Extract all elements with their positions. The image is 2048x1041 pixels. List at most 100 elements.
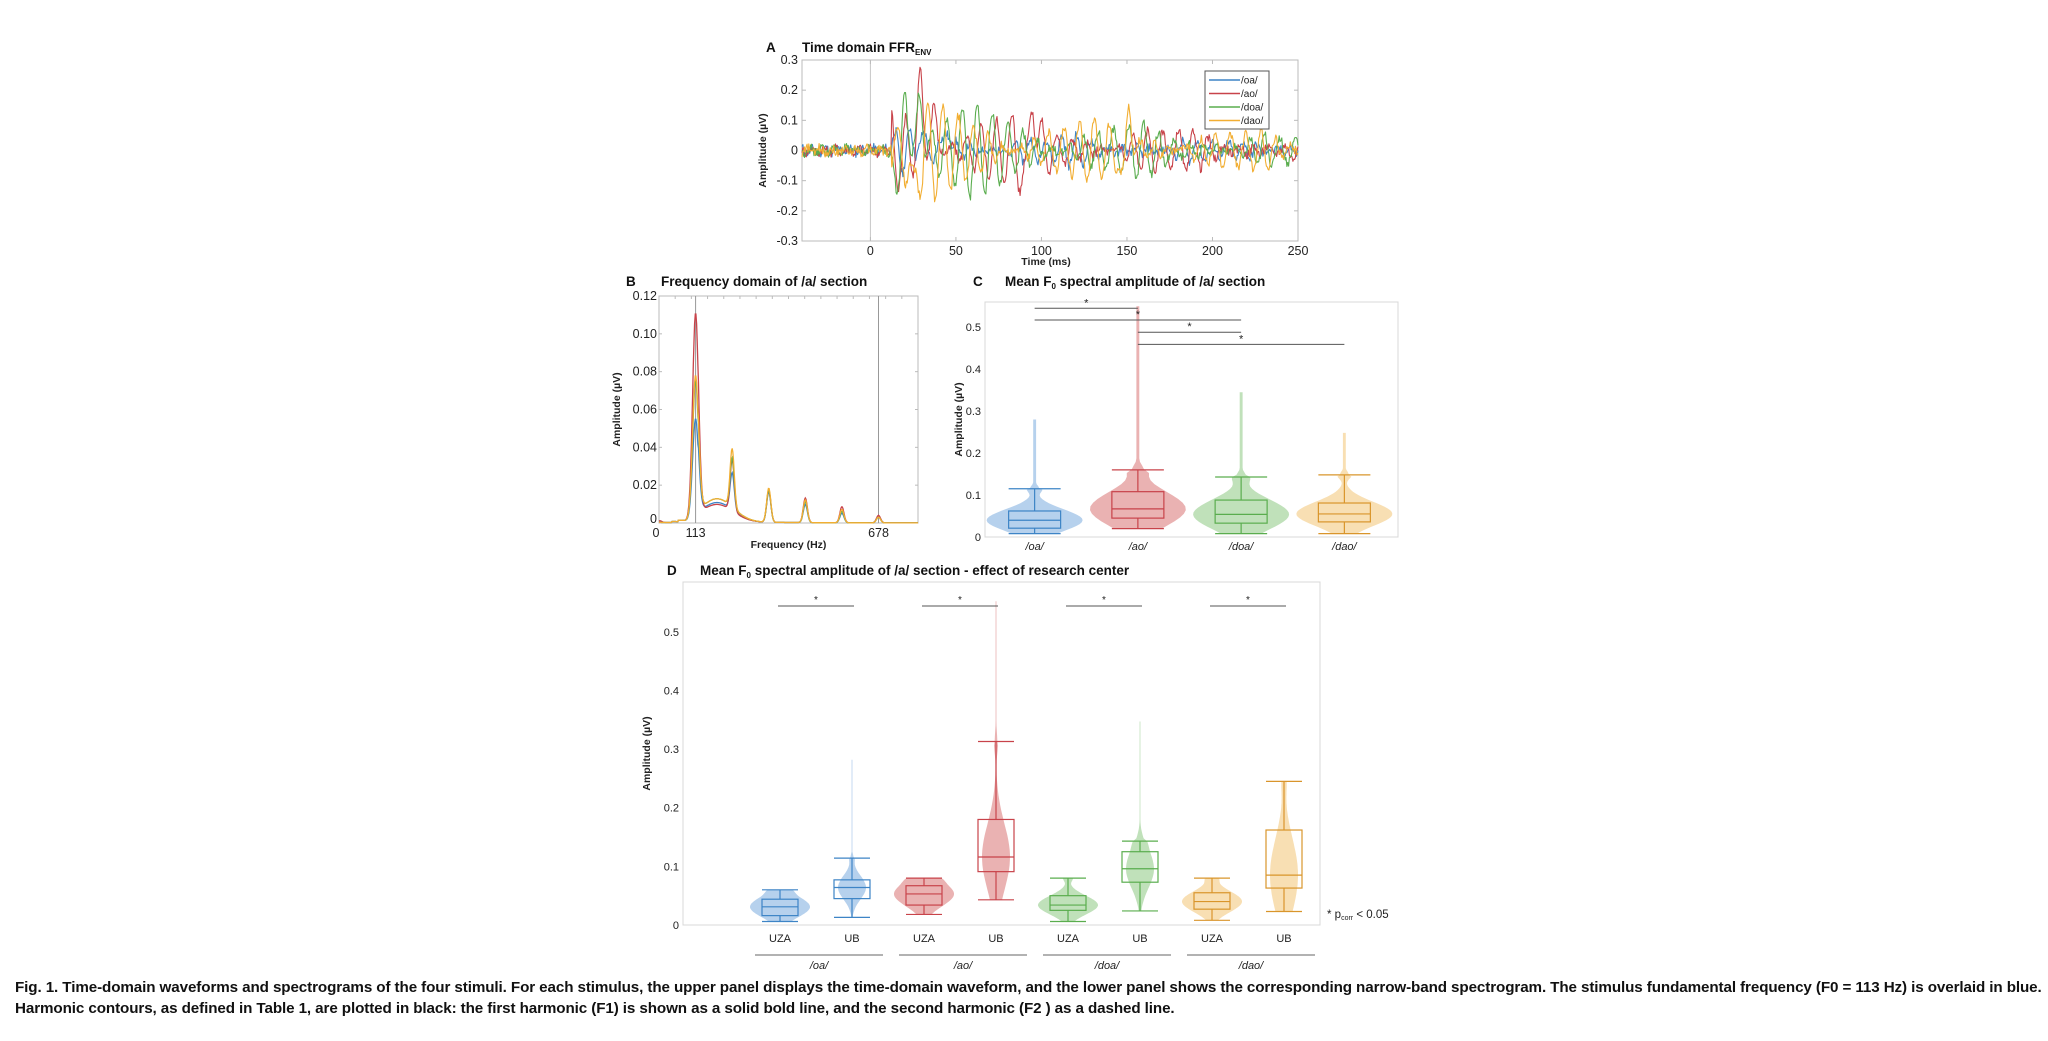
y-tick-label: 0	[791, 144, 798, 158]
box-iqr	[1049, 895, 1087, 911]
y-tick-label: 0.4	[966, 364, 981, 376]
y-tick-label: 0	[673, 920, 679, 932]
y-tick-label: 0.12	[633, 289, 657, 303]
legend-label: /dao/	[1241, 116, 1263, 127]
series-line-dao	[801, 102, 1299, 203]
y-tick-label: 0.1	[664, 861, 679, 873]
violin-shape	[1270, 781, 1298, 912]
x-center-label: UZA	[769, 933, 792, 945]
x-stimulus-label: /doa/	[1094, 960, 1120, 972]
violin-doa	[1193, 392, 1290, 535]
violin-ao	[1090, 306, 1186, 530]
x-tick-label: 0	[867, 244, 874, 258]
panel-a-title: Time domain FFRENV	[802, 40, 932, 57]
y-tick-label: 0.1	[966, 490, 981, 502]
x-category-label: /dao/	[1331, 541, 1357, 553]
violin-dao	[1296, 432, 1393, 535]
y-axis-label: Amplitude (µV)	[757, 113, 769, 187]
y-tick-label: 0.2	[664, 803, 679, 815]
y-tick-label: 0.4	[664, 685, 679, 697]
significance-star: *	[1084, 297, 1089, 309]
violin-dao-UB	[1265, 780, 1303, 913]
panel-letter-b: B	[626, 274, 636, 289]
x-tick-label: 50	[949, 244, 963, 258]
panel-d: D Mean F0 spectral amplitude of /a/ secti…	[641, 563, 1389, 972]
x-tick-label: 678	[868, 526, 889, 540]
box-iqr	[833, 879, 871, 900]
panel-letter-c: C	[973, 274, 983, 289]
panel-d-title: Mean F0 spectral amplitude of /a/ sectio…	[700, 563, 1130, 580]
significance-star: *	[1246, 595, 1250, 606]
panel-b: B Frequency domain of /a/ section 0 0.02 0.0…	[611, 274, 919, 551]
significance-note: * pcorr < 0.05	[1327, 909, 1389, 922]
x-axis-label: Time (ms)	[1021, 256, 1070, 268]
panel-b-title: Frequency domain of /a/ section	[661, 274, 867, 289]
violin-shape	[1090, 306, 1186, 529]
x-center-label: UZA	[1057, 933, 1080, 945]
significance-star: *	[1239, 333, 1244, 345]
x-center-label: UB	[1276, 933, 1291, 945]
y-axis-label: Amplitude (µV)	[641, 716, 653, 790]
y-tick-label: 0.2	[966, 448, 981, 460]
legend: /oa/ /ao/ /doa/ /dao/	[1204, 70, 1270, 130]
x-center-label: UB	[844, 933, 859, 945]
violin-shape	[1193, 392, 1290, 534]
x-center-label: UZA	[913, 933, 936, 945]
y-tick-label: 0.5	[664, 627, 679, 639]
y-axis-label: Amplitude (µV)	[611, 372, 623, 446]
y-tick-label: -0.2	[776, 204, 798, 218]
violin-shape	[750, 889, 810, 922]
significance-star: *	[1102, 595, 1106, 606]
box-iqr	[905, 885, 943, 906]
y-tick-label: 0.3	[966, 406, 981, 418]
x-center-label: UZA	[1201, 933, 1224, 945]
x-axis-label: Frequency (Hz)	[751, 539, 827, 551]
violin-doa-UB	[1121, 721, 1159, 912]
box-iqr	[1008, 510, 1062, 529]
legend-label: /doa/	[1241, 103, 1263, 114]
series-line-doa	[801, 91, 1299, 201]
legend-label: /oa/	[1241, 76, 1258, 87]
y-tick-label: -0.1	[776, 174, 798, 188]
violin-shape	[1126, 721, 1154, 911]
spectrum-line-dao	[659, 375, 918, 524]
x-stimulus-label: /ao/	[953, 960, 973, 972]
y-tick-label: 0.08	[633, 365, 657, 379]
violin-oa-UZA	[750, 889, 810, 923]
legend-label: /ao/	[1241, 89, 1258, 100]
box-iqr	[1121, 851, 1159, 883]
significance-star: *	[958, 595, 962, 606]
panel-letter-d: D	[667, 563, 677, 578]
y-tick-label: 0.06	[633, 403, 657, 417]
significance-star: *	[1187, 321, 1192, 333]
violin-ao-UZA	[894, 877, 954, 916]
y-tick-label: 0.02	[633, 478, 657, 492]
violin-shape	[986, 419, 1083, 534]
y-tick-label: 0	[975, 532, 981, 544]
box-iqr	[1317, 502, 1371, 523]
figure-caption: Fig. 1. Time-domain waveforms and spectr…	[15, 979, 2042, 1017]
x-center-label: UB	[1132, 933, 1147, 945]
x-stimulus-label: /dao/	[1238, 960, 1264, 972]
series-line-ao	[801, 66, 1299, 197]
x-tick-label: 100	[1031, 244, 1052, 258]
y-tick-label: 0	[650, 512, 657, 526]
y-axis-label: Amplitude (µV)	[953, 382, 965, 456]
y-tick-label: 0.10	[633, 327, 657, 341]
y-tick-label: 0.04	[633, 440, 657, 454]
y-tick-label: 0.1	[781, 113, 798, 127]
x-tick-label: 200	[1202, 244, 1223, 258]
panel-c-title: Mean F0 spectral amplitude of /a/ sectio…	[1005, 274, 1265, 291]
panel-c: C Mean F0 spectral amplitude of /a/ secti…	[953, 274, 1399, 553]
significance-star: *	[1136, 309, 1141, 321]
x-center-label: UB	[988, 933, 1003, 945]
x-tick-label: 150	[1117, 244, 1138, 258]
figure: A Time domain FFRENV -0.3 -0.2 -0.1 0 0.1 0.2 0.…	[611, 40, 1399, 972]
panel-a: A Time domain FFRENV -0.3 -0.2 -0.1 0 0.1 0.2 0.…	[757, 40, 1308, 268]
box-iqr	[977, 818, 1015, 873]
y-tick-label: 0.3	[781, 53, 798, 67]
x-stimulus-label: /oa/	[809, 960, 829, 972]
violin-oa-UB	[833, 759, 871, 918]
box-iqr	[1111, 491, 1165, 519]
y-tick-label: -0.3	[776, 234, 798, 248]
